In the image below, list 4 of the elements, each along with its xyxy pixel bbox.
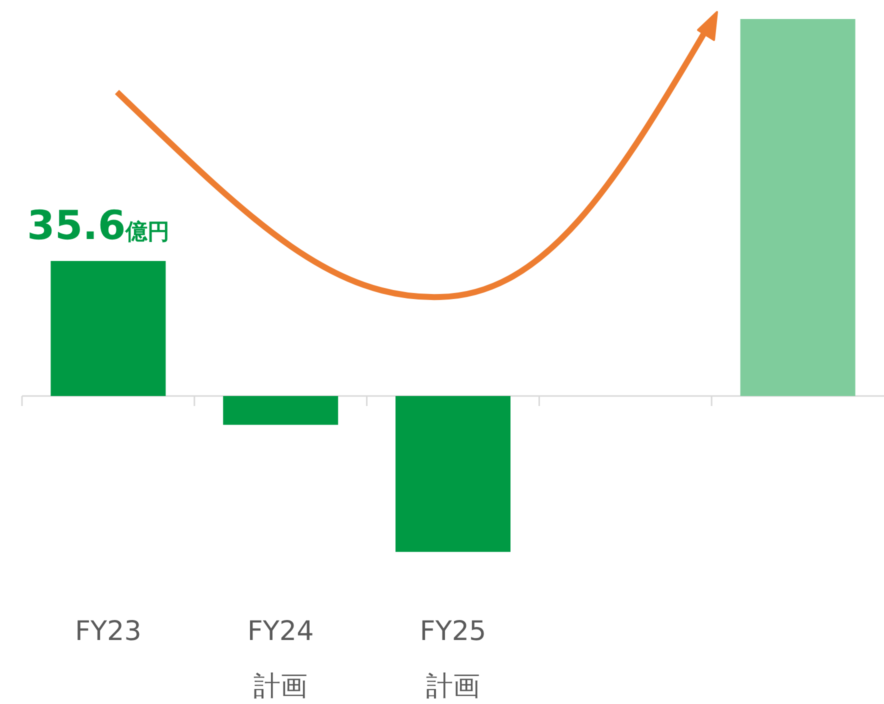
x-tick-label: FY24 計画 [247, 616, 314, 702]
data-label: 35.6億円 [27, 202, 170, 249]
x-tick-label: FY23 [75, 616, 142, 647]
x-tick-label: FY25 計画 [420, 616, 486, 702]
